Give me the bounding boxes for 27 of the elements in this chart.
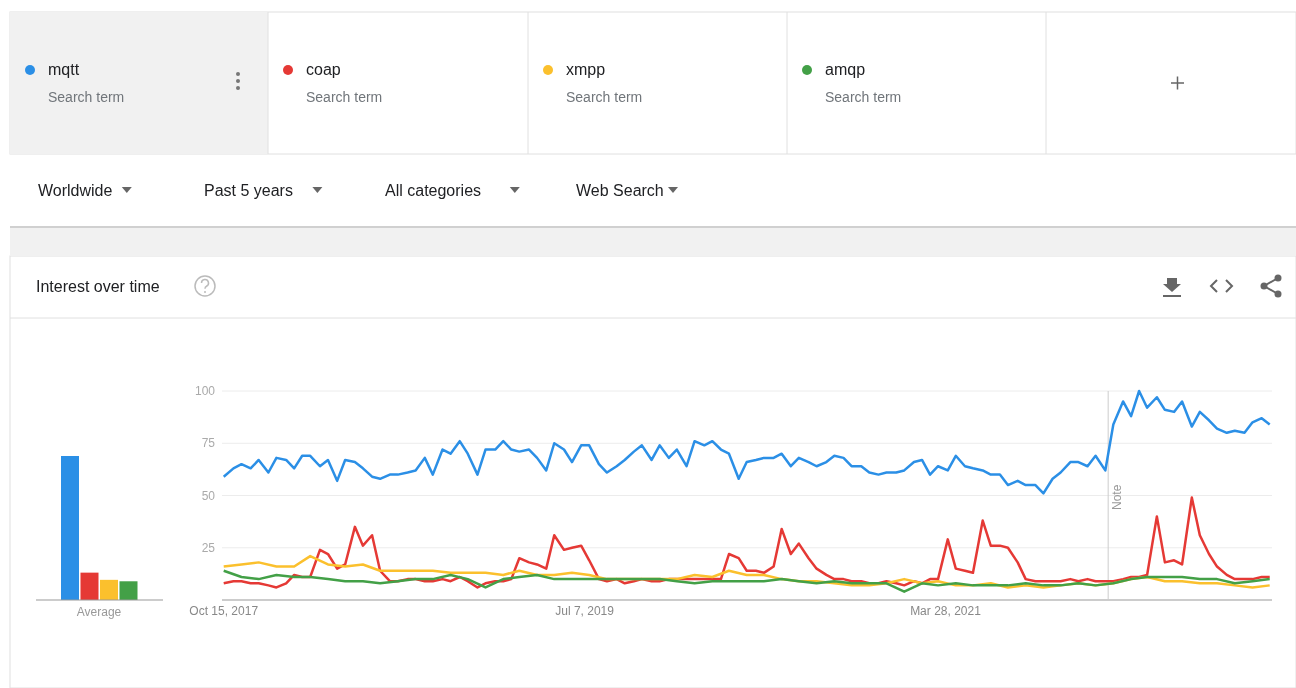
bar: [119, 581, 138, 600]
text: Search term: [306, 89, 383, 105]
text: Search term: [48, 89, 125, 105]
text: Search term: [825, 89, 902, 105]
y-tick-label: 25: [201, 540, 216, 555]
x-tick-label: Mar 28, 2021: [910, 604, 982, 618]
y-tick-label: 50: [201, 488, 216, 503]
legend-label: amqp: [825, 61, 866, 78]
bar: [61, 456, 79, 600]
y-tick-label: 75: [201, 436, 216, 451]
x-tick-label: Average: [76, 605, 122, 619]
chart-title: Interest over time: [36, 278, 160, 295]
legend-label: coap: [306, 61, 341, 78]
text: Past 5 years: [204, 182, 293, 199]
text: Web Search: [576, 182, 664, 199]
text: Search term: [566, 89, 643, 105]
x-tick-label: Jul 7, 2019: [555, 604, 615, 618]
y-tick-label: 100: [194, 384, 216, 398]
text: All categories: [385, 182, 482, 199]
ref-line-label: Note: [1110, 484, 1125, 510]
text: Worldwide: [38, 182, 113, 199]
x-tick-label: Oct 15, 2017: [189, 604, 259, 618]
bar: [100, 579, 118, 600]
bar: [80, 572, 99, 600]
legend-label: mqtt: [48, 61, 80, 78]
line-series: [222, 569, 1271, 593]
legend-label: xmpp: [566, 61, 606, 78]
